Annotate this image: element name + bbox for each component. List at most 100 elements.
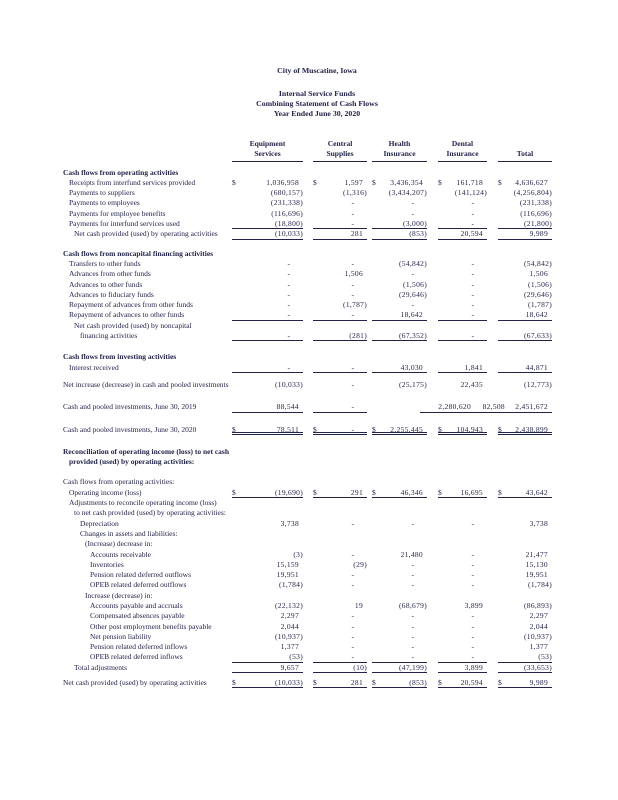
amount-value: (29) [353, 559, 367, 569]
table-row: Cash and pooled investments, June 30, 20… [63, 425, 558, 435]
currency-symbol: $ [498, 487, 502, 497]
row-label: Pension related deferred inflows [90, 642, 188, 652]
amount-value: (1,506) [528, 279, 552, 289]
table-row: Inventories 15,159 (29) - - 15,130 [63, 560, 558, 570]
amount-cell: - [303, 580, 367, 590]
amount-value: 1,597 [344, 177, 363, 187]
amount-cell: - [427, 209, 487, 219]
row-label: Adjustments to reconcile operating incom… [69, 498, 217, 508]
row-label: Depreciation [80, 518, 119, 528]
amount-value: (10,033) [274, 678, 303, 688]
amount-cell: $281 [303, 678, 367, 689]
amount-value: (54,842) [398, 258, 427, 268]
amount-cell: (86,893) [487, 601, 552, 611]
amount-value: 16,695 [460, 487, 483, 497]
amount-cell: - [427, 219, 487, 230]
table-row: Compensated absences payable 2,297 - - - 2,29… [63, 611, 558, 621]
amount-cell: (231,338) [487, 198, 552, 208]
amount-cell: - [367, 519, 427, 529]
label-row: Changes in assets and liabilities: [63, 529, 558, 539]
amount-value: - [411, 621, 415, 631]
amount-value: (68,679) [398, 600, 427, 610]
amount-value: - [411, 580, 415, 590]
amount-cell: 1,841 [427, 363, 487, 373]
amount-value: (853) [409, 229, 427, 239]
amount-cell: (67,633) [487, 331, 552, 342]
amount-cell: 2,280,620 [367, 402, 475, 413]
amount-cell: - [303, 290, 367, 300]
amount-cell: (1,316) [303, 188, 367, 198]
row-label: Net cash provided (used) by noncapital [74, 320, 192, 330]
organization-title: City of Muscatine, Iowa [277, 66, 357, 75]
amount-value: 2,297 [280, 611, 299, 621]
amount-cell: - [367, 198, 427, 208]
amount-cell: (281) [303, 331, 367, 342]
table-row: Net increase (decrease) in cash and pool… [63, 380, 558, 390]
amount-value: 2,438,899 [515, 424, 548, 434]
table-row: Advances to other funds - - (1,506) - (1,506) [63, 280, 558, 290]
amount-cell: 19 [303, 601, 367, 611]
amount-value: 18,642 [525, 310, 548, 320]
amount-value: 21,477 [525, 549, 548, 559]
row-label: Reconciliation of operating income (loss… [63, 446, 230, 456]
amount-cell: (54,842) [367, 259, 427, 269]
row-label: financing activities [80, 331, 138, 341]
amount-value: 2,297 [529, 611, 548, 621]
amount-cell: - [303, 363, 367, 373]
amount-value: - [287, 300, 291, 310]
amount-value: (853) [409, 678, 427, 688]
table-row: financing activities - (281) (67,352) - (67,6… [63, 331, 558, 342]
amount-value: - [411, 300, 415, 310]
amount-value: (1,787) [528, 300, 552, 310]
amount-value: (10) [353, 662, 367, 672]
amount-cell: - [427, 560, 487, 570]
table-row: Accounts receivable (3) - 21,480 - 21,477 [63, 550, 558, 560]
amount-cell: - [303, 310, 367, 321]
amount-cell: (4,256,804) [487, 188, 552, 198]
amount-value: 1,377 [529, 642, 548, 652]
column-header-spacer [63, 139, 230, 162]
table-body: Cash flows from operating activities Rece… [63, 168, 558, 689]
amount-value: - [471, 289, 475, 299]
amount-cell: - [427, 300, 487, 310]
amount-cell: - [230, 310, 303, 321]
amount-cell: (1,784) [487, 580, 552, 590]
amount-cell: (29) [303, 560, 367, 570]
amount-value: - [351, 379, 355, 389]
table-row: OPEB related deferred inflows (53) - - - (53) [63, 652, 558, 663]
column-header: Health Insurance [367, 139, 427, 162]
amount-cell: - [367, 642, 427, 652]
amount-value: 78,511 [276, 424, 299, 434]
amount-cell: $46,346 [367, 488, 427, 499]
amount-value: - [471, 219, 475, 229]
column-header-label: Health Insurance [372, 139, 427, 162]
amount-cell: $16,695 [427, 487, 487, 499]
amount-value: (53) [538, 652, 552, 662]
amount-cell: (10,033) [230, 229, 303, 240]
amount-cell: (853) [367, 229, 427, 240]
amount-value: 291 [350, 487, 363, 497]
title-block: City of Muscatine, Iowa Internal Service… [8, 66, 618, 119]
amount-cell: - [427, 652, 487, 663]
label-row: Adjustments to reconcile operating incom… [63, 498, 558, 508]
amount-value: - [471, 300, 475, 310]
amount-cell: - [303, 570, 367, 580]
column-header: Dental Insurance [427, 139, 487, 162]
row-label: OPEB related deferred outflows [90, 580, 187, 590]
row-label: Advances to other funds [69, 279, 143, 289]
amount-cell: 20,594 [427, 229, 487, 240]
amount-cell: - [367, 580, 427, 590]
amount-cell: 1,506 [487, 269, 552, 279]
amount-value: - [351, 362, 355, 372]
amount-value: - [411, 611, 415, 621]
row-label: Net pension liability [90, 631, 152, 641]
row-label: Cash and pooled investments, June 30, 20… [63, 402, 197, 412]
amount-value: - [351, 631, 355, 641]
column-header: Equipment Services [230, 139, 303, 162]
amount-cell: (29,646) [487, 290, 552, 300]
amount-cell: $3,436,354 [367, 178, 427, 188]
amount-cell: (22,132) [230, 601, 303, 611]
amount-cell: 44,871 [487, 363, 552, 373]
amount-value: (67,352) [398, 331, 427, 341]
